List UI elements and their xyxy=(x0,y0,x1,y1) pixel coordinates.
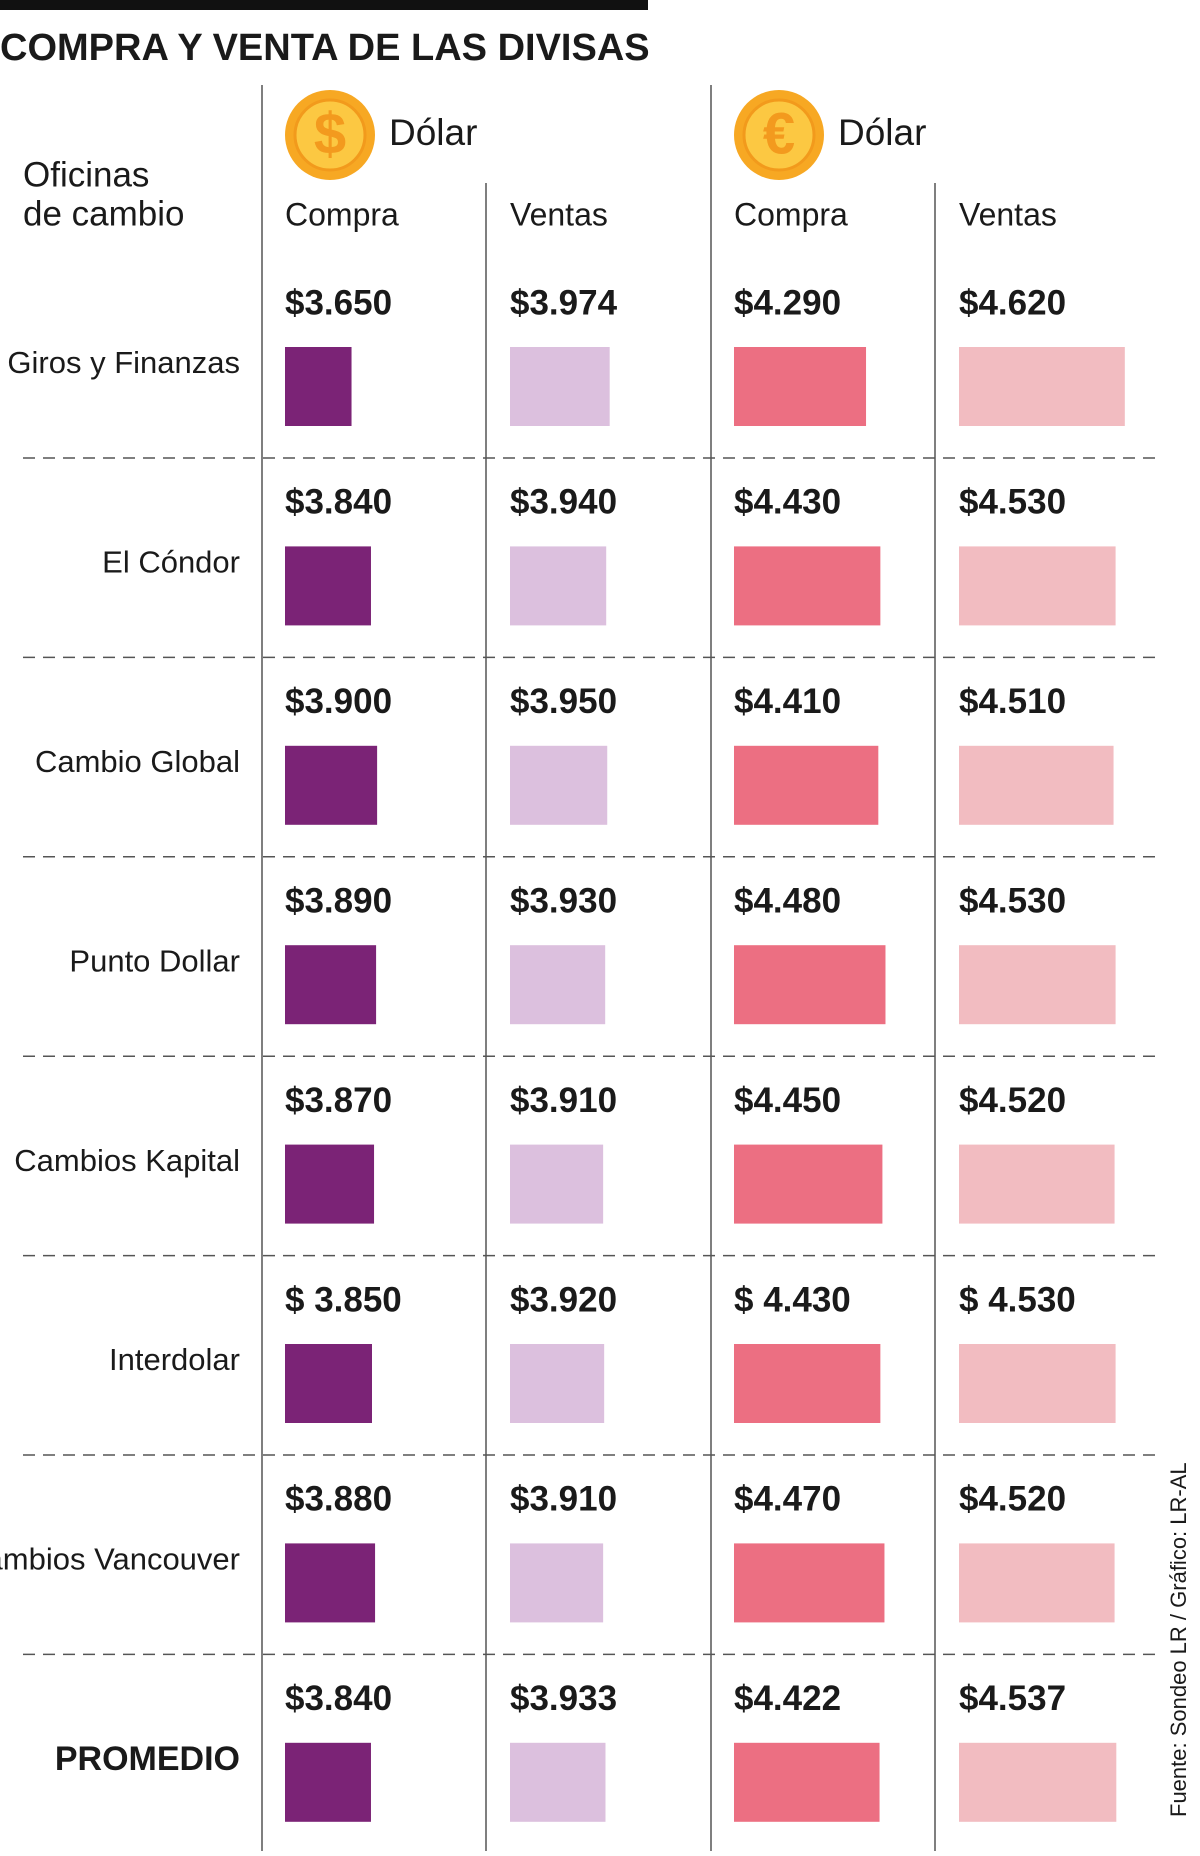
category-label: Cambios Kapital xyxy=(14,1143,240,1178)
value-label: $3.933 xyxy=(510,1679,617,1718)
row-header: de cambio xyxy=(23,194,184,233)
bar xyxy=(959,1543,1115,1623)
value-label: $3.890 xyxy=(285,881,392,920)
bar xyxy=(510,1344,605,1423)
bar xyxy=(734,1344,881,1423)
value-label: $3.940 xyxy=(510,483,617,522)
bar xyxy=(734,945,886,1025)
value-label: $ 4.430 xyxy=(734,1280,851,1319)
bar xyxy=(510,347,610,426)
value-label: $4.620 xyxy=(959,283,1066,322)
category-label: Cambios Vancouver xyxy=(0,1542,240,1577)
value-label: $4.520 xyxy=(959,1081,1066,1120)
bar xyxy=(959,546,1116,626)
bar xyxy=(959,945,1116,1025)
category-label: El Cóndor xyxy=(102,545,240,580)
bar xyxy=(285,745,378,825)
category-label: Giros y Finanzas xyxy=(7,345,240,380)
value-label: $3.840 xyxy=(285,483,392,522)
value-label: $4.422 xyxy=(734,1679,841,1718)
value-label: $4.470 xyxy=(734,1480,841,1519)
legend-label: Ventas xyxy=(959,196,1057,232)
bar xyxy=(285,546,371,626)
value-label: $4.520 xyxy=(959,1480,1066,1519)
bar xyxy=(734,745,879,825)
value-label: $4.410 xyxy=(734,682,841,721)
value-label: $3.870 xyxy=(285,1081,392,1120)
category-label: Punto Dollar xyxy=(69,943,240,978)
bar xyxy=(510,1543,604,1623)
value-label: $4.450 xyxy=(734,1081,841,1120)
value-label: $3.910 xyxy=(510,1480,617,1519)
legend-label: Compra xyxy=(285,196,399,232)
value-label: $4.537 xyxy=(959,1679,1066,1718)
value-label: $ 4.530 xyxy=(959,1280,1076,1319)
bar xyxy=(959,1144,1115,1224)
bar xyxy=(734,1742,880,1822)
value-label: $3.840 xyxy=(285,1679,392,1718)
bar xyxy=(734,1543,885,1623)
value-label: $ 3.850 xyxy=(285,1280,402,1319)
value-label: $4.480 xyxy=(734,881,841,920)
bar xyxy=(285,1344,372,1423)
bar xyxy=(510,1742,606,1822)
legend-label: Compra xyxy=(734,196,848,232)
bar xyxy=(285,1144,375,1224)
bar xyxy=(285,1742,371,1822)
bar xyxy=(510,745,608,825)
value-label: $3.910 xyxy=(510,1081,617,1120)
bar xyxy=(285,347,352,426)
coin-symbol: € xyxy=(763,101,795,166)
value-label: $3.900 xyxy=(285,682,392,721)
bar xyxy=(734,1144,883,1224)
value-label: $4.510 xyxy=(959,682,1066,721)
value-label: $3.974 xyxy=(510,283,618,322)
bar xyxy=(959,347,1125,426)
value-label: $4.530 xyxy=(959,483,1066,522)
value-label: $3.920 xyxy=(510,1280,617,1319)
bar xyxy=(285,945,377,1025)
row-header: Oficinas xyxy=(23,155,149,194)
bar xyxy=(734,546,881,626)
group-label: Dólar xyxy=(838,112,926,153)
category-label: PROMEDIO xyxy=(55,1740,240,1778)
group-label: Dólar xyxy=(389,112,477,153)
value-label: $3.650 xyxy=(285,283,392,322)
bar xyxy=(959,1742,1117,1822)
value-label: $3.880 xyxy=(285,1480,392,1519)
bar xyxy=(734,347,867,426)
legend-label: Ventas xyxy=(510,196,608,232)
top-rule xyxy=(0,0,648,10)
bar xyxy=(510,1144,604,1224)
coin-icon xyxy=(742,98,816,172)
bar xyxy=(959,745,1114,825)
value-label: $3.950 xyxy=(510,682,617,721)
category-label: Cambio Global xyxy=(35,744,240,779)
coin-icon xyxy=(293,98,367,172)
value-label: $4.290 xyxy=(734,283,841,322)
source: Fuente: Sondeo LR / Gráfico: LR-AL xyxy=(1166,1462,1191,1817)
value-label: $3.930 xyxy=(510,881,617,920)
coin-symbol: $ xyxy=(314,101,346,166)
bar xyxy=(959,1344,1116,1423)
bar xyxy=(285,1543,376,1623)
bar xyxy=(510,945,606,1025)
bar xyxy=(510,546,607,626)
chart-title: COMPRA Y VENTA DE LAS DIVISAS xyxy=(0,27,650,69)
value-label: $4.430 xyxy=(734,483,841,522)
category-label: Interdolar xyxy=(109,1342,240,1377)
value-label: $4.530 xyxy=(959,881,1066,920)
